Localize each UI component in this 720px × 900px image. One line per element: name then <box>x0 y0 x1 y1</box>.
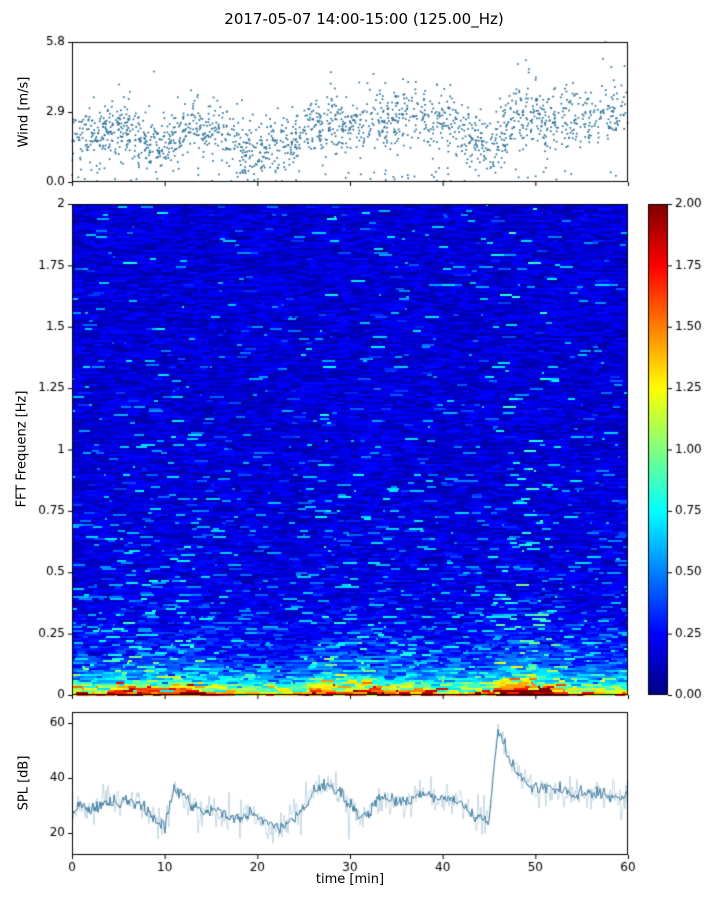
colorbar <box>648 204 668 695</box>
spl-plot-area <box>72 712 628 855</box>
spl-y-axis-label: SPL [dB] <box>16 755 32 811</box>
x-axis-label: time [min] <box>315 872 385 887</box>
wind-plot-area <box>72 42 628 182</box>
spectrogram-plot-area <box>72 204 628 695</box>
wind-y-axis-label: Wind [m/s] <box>16 76 32 148</box>
figure-title: 2017-05-07 14:00-15:00 (125.00_Hz) <box>224 10 504 28</box>
spectrogram-y-axis-label: FFT Frequenz [Hz] <box>14 390 30 508</box>
